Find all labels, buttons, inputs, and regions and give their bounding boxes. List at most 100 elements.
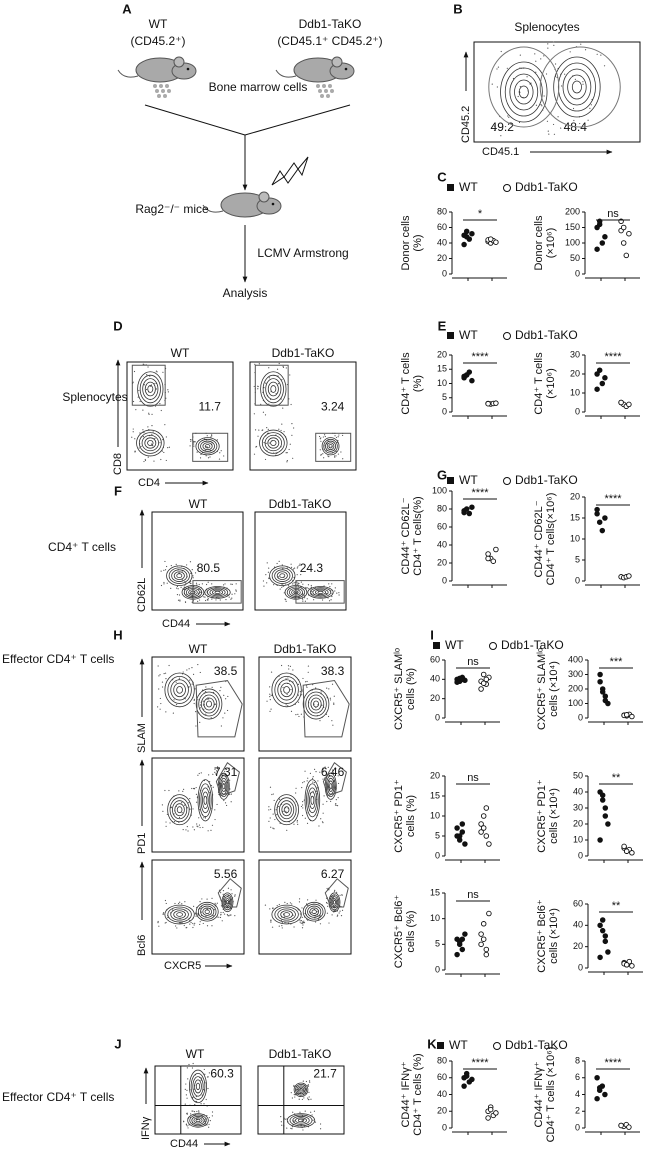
- y-tick-label: 10: [430, 913, 440, 923]
- label: Splenocytes: [514, 20, 579, 34]
- event-dot: [293, 823, 295, 825]
- event-dot: [195, 915, 197, 917]
- y-tick-label: 0: [575, 268, 580, 278]
- mouse-ear: [331, 56, 343, 68]
- event-dot: [170, 587, 172, 589]
- contour: [279, 573, 286, 579]
- y-tick-label: 6: [575, 1072, 580, 1082]
- event-dot: [225, 598, 227, 601]
- gate-frequency: 11.7: [198, 400, 221, 414]
- event-dot: [305, 685, 308, 687]
- event-dot: [552, 123, 555, 126]
- y-tick-label: 40: [573, 786, 583, 796]
- event-dot: [302, 600, 304, 602]
- data-point: [463, 372, 470, 378]
- data-point: [478, 821, 484, 827]
- event-dot: [289, 665, 291, 667]
- significance: ns: [467, 772, 479, 784]
- event-dot: [306, 598, 308, 600]
- event-dot: [293, 1084, 295, 1087]
- event-dot: [231, 893, 233, 895]
- significance: **: [612, 772, 621, 784]
- y-tick-label: 200: [568, 683, 583, 693]
- event-dot: [270, 694, 272, 696]
- event-dot: [186, 1067, 188, 1069]
- event-dot: [196, 823, 198, 825]
- contour: [307, 586, 334, 599]
- event-dot: [148, 412, 150, 414]
- event-dot: [565, 125, 567, 127]
- event-dot: [299, 919, 301, 921]
- event-dot: [207, 1087, 209, 1090]
- significance: ****: [471, 1057, 489, 1069]
- event-dot: [545, 73, 548, 75]
- cell: [163, 94, 167, 98]
- event-dot: [170, 806, 173, 808]
- event-dot: [306, 680, 308, 683]
- contour: [192, 1076, 204, 1097]
- event-dot: [303, 922, 306, 924]
- event-dot: [160, 409, 162, 412]
- event-dot: [273, 584, 275, 586]
- event-dot: [211, 435, 213, 437]
- event-dot: [535, 71, 537, 73]
- event-dot: [270, 671, 273, 673]
- column-title: WT: [189, 497, 208, 511]
- y-axis-label: (×10⁶): [545, 368, 557, 399]
- event-dot: [268, 442, 270, 444]
- event-dot: [547, 130, 549, 132]
- flow-plot-frame: [151, 511, 244, 611]
- event-dot: [557, 116, 559, 118]
- event-dot: [281, 379, 283, 381]
- contour: [173, 682, 186, 698]
- event-dot: [328, 583, 330, 585]
- cell: [318, 89, 322, 93]
- y-tick-label: 15: [570, 512, 580, 522]
- contour: [137, 371, 164, 407]
- contour: [312, 588, 329, 597]
- event-dot: [134, 438, 136, 440]
- event-dot: [313, 599, 315, 601]
- flow-x-label: CD44: [170, 1138, 198, 1150]
- event-dot: [283, 431, 285, 433]
- event-dot: [163, 569, 165, 571]
- contour: [325, 440, 337, 452]
- event-dot: [165, 459, 167, 462]
- event-dot: [167, 447, 169, 449]
- panel-letter: A: [122, 1, 132, 16]
- event-dot: [198, 593, 200, 595]
- event-dot: [186, 1125, 188, 1127]
- event-dot: [315, 687, 317, 689]
- data-point: [462, 841, 468, 847]
- flow-y-label: SLAM: [136, 723, 148, 753]
- event-dot: [325, 901, 328, 904]
- event-dot: [159, 442, 161, 444]
- event-dot: [175, 925, 177, 927]
- event-dot: [164, 899, 167, 902]
- event-dot: [133, 370, 136, 373]
- event-dot: [181, 922, 183, 924]
- event-dot: [199, 721, 201, 723]
- data-point: [602, 234, 608, 240]
- contour: [223, 896, 232, 909]
- contour: [302, 901, 326, 922]
- y-tick-label: 20: [570, 368, 580, 378]
- data-point: [493, 1110, 499, 1116]
- event-dot: [579, 122, 581, 125]
- event-dot: [305, 1080, 308, 1083]
- event-dot: [227, 695, 229, 698]
- y-tick-label: 0: [578, 712, 583, 722]
- event-dot: [493, 125, 496, 127]
- event-dot: [138, 389, 140, 392]
- event-dot: [161, 686, 164, 688]
- gate: [217, 878, 242, 908]
- event-dot: [262, 411, 265, 413]
- data-point: [459, 821, 466, 827]
- event-dot: [185, 1123, 187, 1125]
- event-dot: [191, 1067, 194, 1069]
- event-dot: [186, 825, 188, 828]
- event-dot: [564, 73, 566, 75]
- event-dot: [207, 830, 209, 832]
- event-dot: [298, 898, 301, 900]
- contour: [138, 432, 162, 454]
